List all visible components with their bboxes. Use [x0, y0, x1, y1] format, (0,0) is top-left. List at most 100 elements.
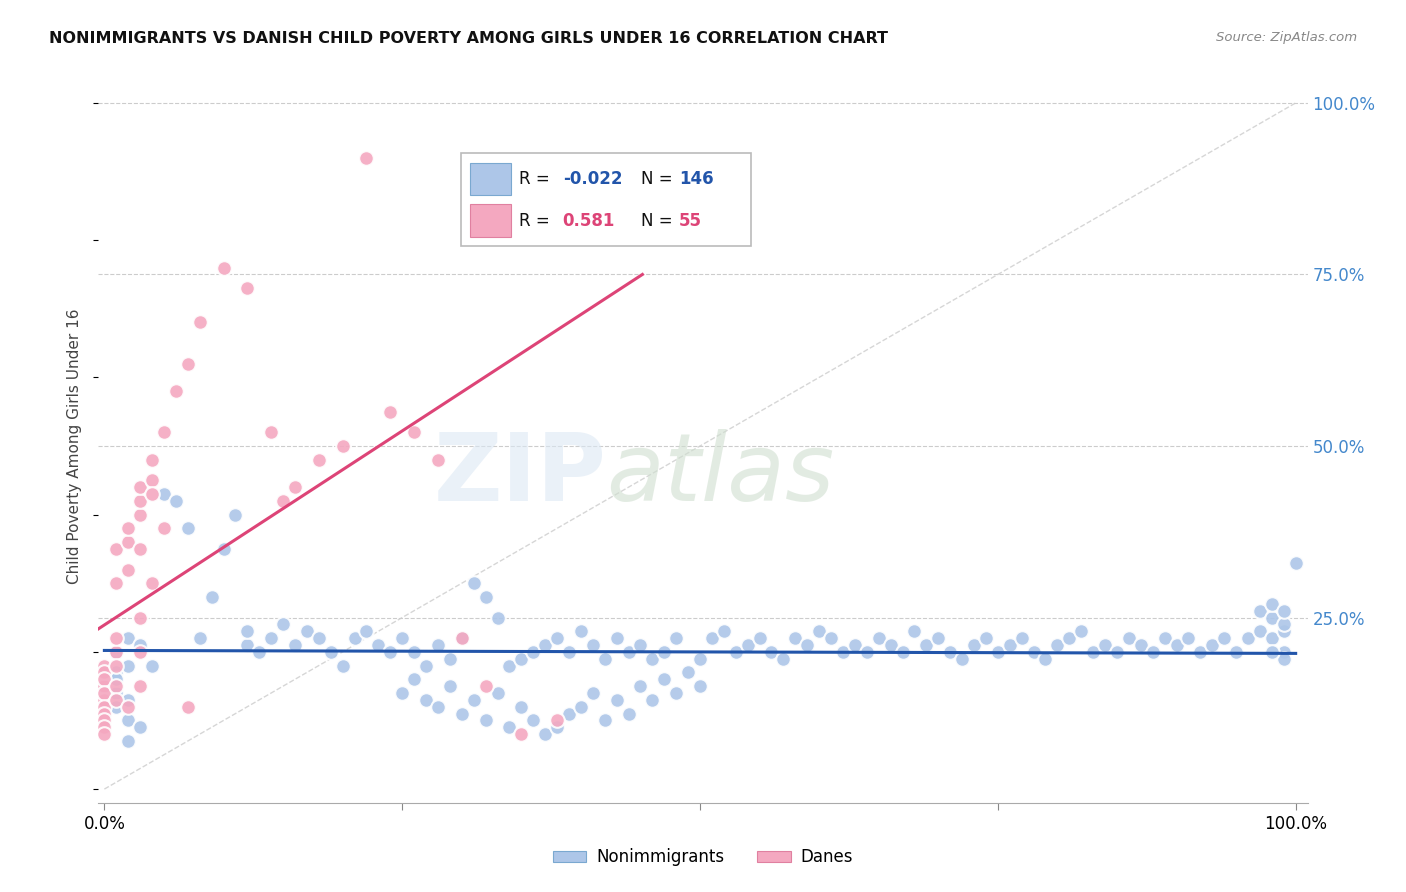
Point — [404, 425, 426, 440]
Point — [1249, 624, 1271, 639]
Text: ZIP: ZIP — [433, 428, 606, 521]
Point — [1129, 638, 1152, 652]
Point — [105, 658, 128, 673]
Point — [212, 541, 235, 556]
Point — [665, 686, 688, 700]
Point — [974, 631, 997, 645]
Point — [569, 699, 592, 714]
Point — [380, 405, 402, 419]
Point — [582, 638, 605, 652]
Point — [1201, 638, 1223, 652]
Legend: Nonimmigrants, Danes: Nonimmigrants, Danes — [546, 842, 860, 873]
Point — [761, 645, 783, 659]
Point — [105, 699, 128, 714]
Point — [1261, 645, 1284, 659]
Point — [748, 631, 770, 645]
Point — [93, 658, 115, 673]
Point — [463, 576, 485, 591]
Point — [129, 541, 152, 556]
Point — [117, 631, 139, 645]
Point — [676, 665, 699, 680]
Point — [188, 631, 211, 645]
Point — [426, 638, 449, 652]
Point — [105, 693, 128, 707]
Point — [177, 357, 200, 371]
Text: 0.581: 0.581 — [562, 211, 614, 229]
Point — [498, 658, 520, 673]
Point — [1022, 645, 1045, 659]
Point — [308, 452, 330, 467]
Point — [188, 316, 211, 330]
Point — [141, 576, 163, 591]
Point — [117, 734, 139, 748]
Point — [546, 631, 568, 645]
Point — [391, 631, 413, 645]
Point — [117, 699, 139, 714]
Point — [1081, 645, 1104, 659]
Point — [93, 693, 115, 707]
Point — [1189, 645, 1212, 659]
Point — [630, 679, 652, 693]
Point — [332, 439, 354, 453]
Point — [117, 562, 139, 576]
Point — [665, 631, 688, 645]
Point — [117, 521, 139, 535]
Point — [105, 576, 128, 591]
Point — [510, 651, 533, 665]
Point — [404, 645, 426, 659]
Point — [308, 631, 330, 645]
Point — [426, 452, 449, 467]
Point — [1011, 631, 1033, 645]
Point — [1272, 604, 1295, 618]
Point — [105, 645, 128, 659]
Point — [939, 645, 962, 659]
Point — [439, 679, 461, 693]
Point — [486, 610, 509, 624]
Point — [260, 631, 283, 645]
Point — [785, 631, 807, 645]
Point — [534, 727, 557, 741]
Point — [93, 714, 115, 728]
Text: R =: R = — [519, 211, 550, 229]
Point — [93, 673, 115, 687]
Point — [129, 610, 152, 624]
Point — [319, 645, 342, 659]
Point — [569, 624, 592, 639]
Point — [105, 679, 128, 693]
Point — [1261, 631, 1284, 645]
Point — [963, 638, 986, 652]
Text: atlas: atlas — [606, 429, 835, 520]
Point — [606, 631, 628, 645]
Point — [117, 658, 139, 673]
Point — [236, 638, 259, 652]
Point — [950, 651, 973, 665]
Point — [1285, 556, 1308, 570]
Point — [772, 651, 794, 665]
Point — [1059, 631, 1081, 645]
Point — [391, 686, 413, 700]
Point — [522, 714, 544, 728]
Point — [236, 281, 259, 295]
Point — [510, 699, 533, 714]
Point — [737, 638, 759, 652]
Point — [582, 686, 605, 700]
Point — [868, 631, 890, 645]
Point — [1261, 610, 1284, 624]
Text: N =: N = — [641, 211, 672, 229]
Point — [1166, 638, 1188, 652]
Point — [284, 638, 307, 652]
Point — [903, 624, 925, 639]
Point — [1105, 645, 1128, 659]
Point — [700, 631, 723, 645]
Point — [129, 645, 152, 659]
Point — [927, 631, 949, 645]
Point — [93, 699, 115, 714]
Text: NONIMMIGRANTS VS DANISH CHILD POVERTY AMONG GIRLS UNDER 16 CORRELATION CHART: NONIMMIGRANTS VS DANISH CHILD POVERTY AM… — [49, 31, 889, 46]
Point — [1118, 631, 1140, 645]
Point — [415, 693, 437, 707]
Point — [879, 638, 901, 652]
Point — [129, 638, 152, 652]
Point — [450, 706, 472, 721]
Point — [129, 679, 152, 693]
Point — [105, 541, 128, 556]
